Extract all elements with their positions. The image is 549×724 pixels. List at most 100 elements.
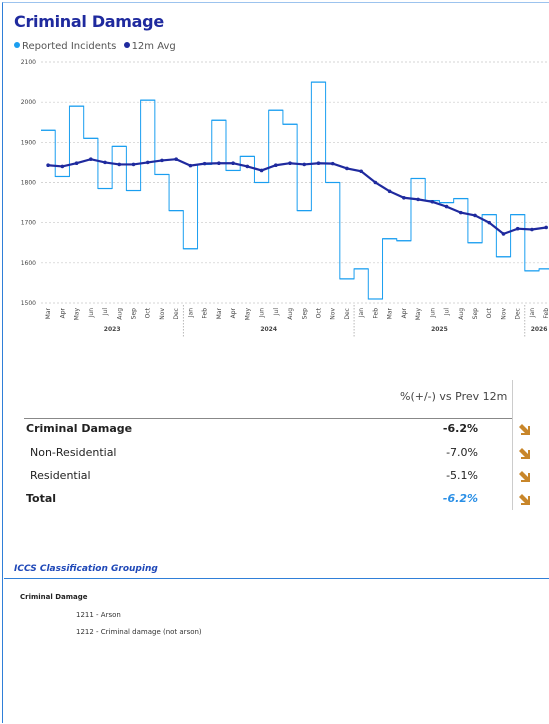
avg-point xyxy=(145,160,150,165)
year-label: 2026 xyxy=(531,326,548,333)
x-tick-label: Jan xyxy=(187,308,194,318)
avg-point xyxy=(487,220,492,225)
step-connector xyxy=(41,81,549,300)
trend-icon xyxy=(519,471,530,482)
x-tick-label: Nov xyxy=(330,308,337,320)
table-row: Residential -5.1% xyxy=(26,469,546,487)
classification-item: 1211 - Arson xyxy=(76,611,121,619)
avg-point xyxy=(231,161,235,166)
y-tick-label: 1900 xyxy=(21,139,36,146)
y-tick-label: 1500 xyxy=(21,300,36,307)
x-tick-label: Jun xyxy=(88,308,95,319)
table-row: Total -6.2% xyxy=(26,492,546,510)
avg-point xyxy=(302,162,307,167)
avg-point xyxy=(501,232,506,236)
avg-point xyxy=(117,162,122,167)
x-tick-label: Dec xyxy=(515,308,522,320)
avg-point xyxy=(131,162,136,167)
x-tick-label: Oct xyxy=(486,307,493,318)
x-tick-label: Jul xyxy=(444,308,451,317)
avg-point xyxy=(217,161,221,166)
section-rule xyxy=(4,578,549,579)
table-row: Non-Residential -7.0% xyxy=(26,446,546,464)
y-tick-label: 2000 xyxy=(21,99,36,106)
avg-point xyxy=(345,166,349,171)
x-tick-label: Jan xyxy=(529,308,536,318)
x-tick-label: May xyxy=(415,308,422,321)
avg-point xyxy=(89,157,93,162)
trend-icon xyxy=(519,448,530,459)
avg-point xyxy=(60,164,65,169)
avg-point xyxy=(74,161,79,166)
y-tick-label: 2100 xyxy=(21,59,36,66)
legend-swatch xyxy=(123,42,130,48)
avg-point xyxy=(202,161,207,166)
x-tick-label: May xyxy=(74,308,81,321)
x-tick-label: Oct xyxy=(315,307,322,318)
x-tick-label: Apr xyxy=(59,307,66,318)
avg-point xyxy=(430,199,435,204)
table-header: %(+/-) vs Prev 12m xyxy=(400,390,508,403)
x-tick-label: Mar xyxy=(45,307,52,319)
avg-point xyxy=(387,189,392,194)
x-tick-label: Mar xyxy=(216,307,223,319)
legend-swatch xyxy=(14,42,20,48)
avg-point xyxy=(416,197,420,202)
row-value: -5.1% xyxy=(446,469,478,482)
x-tick-label: Dec xyxy=(173,308,180,320)
x-tick-label: Sep xyxy=(301,308,308,320)
classification-item: 1212 - Criminal damage (not arson) xyxy=(76,628,202,636)
legend: Reported Incidents 12m Avg xyxy=(14,41,180,52)
x-tick-label: Feb xyxy=(202,308,209,319)
avg-point xyxy=(103,160,107,165)
avg-point xyxy=(160,158,164,163)
row-value: -6.2% xyxy=(442,422,478,435)
x-tick-label: Aug xyxy=(458,308,465,320)
avg-point xyxy=(359,169,363,174)
avg-point xyxy=(444,204,449,209)
avg-point xyxy=(188,163,193,168)
avg-point xyxy=(530,227,534,232)
year-label: 2023 xyxy=(104,326,121,333)
avg-point xyxy=(288,161,292,166)
avg-point xyxy=(259,168,264,173)
year-label: 2025 xyxy=(431,326,448,333)
trend-icon xyxy=(519,494,530,505)
table-divider xyxy=(512,380,513,510)
x-tick-label: Jan xyxy=(358,308,365,318)
row-label: Criminal Damage xyxy=(26,422,133,435)
x-tick-label: Sep xyxy=(472,308,479,320)
y-tick-label: 1700 xyxy=(21,220,36,227)
table-row: Criminal Damage -6.2% xyxy=(26,422,546,440)
y-tick-label: 1600 xyxy=(21,260,36,267)
avg-point xyxy=(458,210,463,215)
arrow xyxy=(519,471,530,482)
x-tick-label: Dec xyxy=(344,308,351,320)
x-tick-label: Aug xyxy=(116,308,123,320)
x-tick-label: Feb xyxy=(372,308,379,319)
x-tick-label: Sep xyxy=(130,308,137,320)
x-tick-label: Nov xyxy=(159,308,166,320)
chart-title: Criminal Damage xyxy=(14,12,164,31)
x-tick-label: Mar xyxy=(387,307,394,319)
trend-icon xyxy=(519,424,530,435)
avg-point xyxy=(515,226,520,231)
year-label: 2024 xyxy=(260,326,277,333)
section-title: ICCS Classification Grouping xyxy=(14,564,158,574)
avg-point xyxy=(273,163,278,168)
legend-item: Reported Incidents xyxy=(14,41,116,52)
x-tick-label: Apr xyxy=(401,307,408,318)
x-tick-label: Jul xyxy=(273,308,280,317)
x-tick-label: Jun xyxy=(429,308,436,319)
group-label: Criminal Damage xyxy=(20,593,88,601)
avg-point xyxy=(245,164,250,169)
table-rule xyxy=(24,418,512,419)
avg-point xyxy=(330,161,335,166)
arrow xyxy=(519,448,530,459)
legend-label: 12m Avg xyxy=(131,41,176,52)
x-tick-label: Aug xyxy=(287,308,294,320)
avg-point xyxy=(174,157,178,162)
row-value: -7.0% xyxy=(446,446,478,459)
